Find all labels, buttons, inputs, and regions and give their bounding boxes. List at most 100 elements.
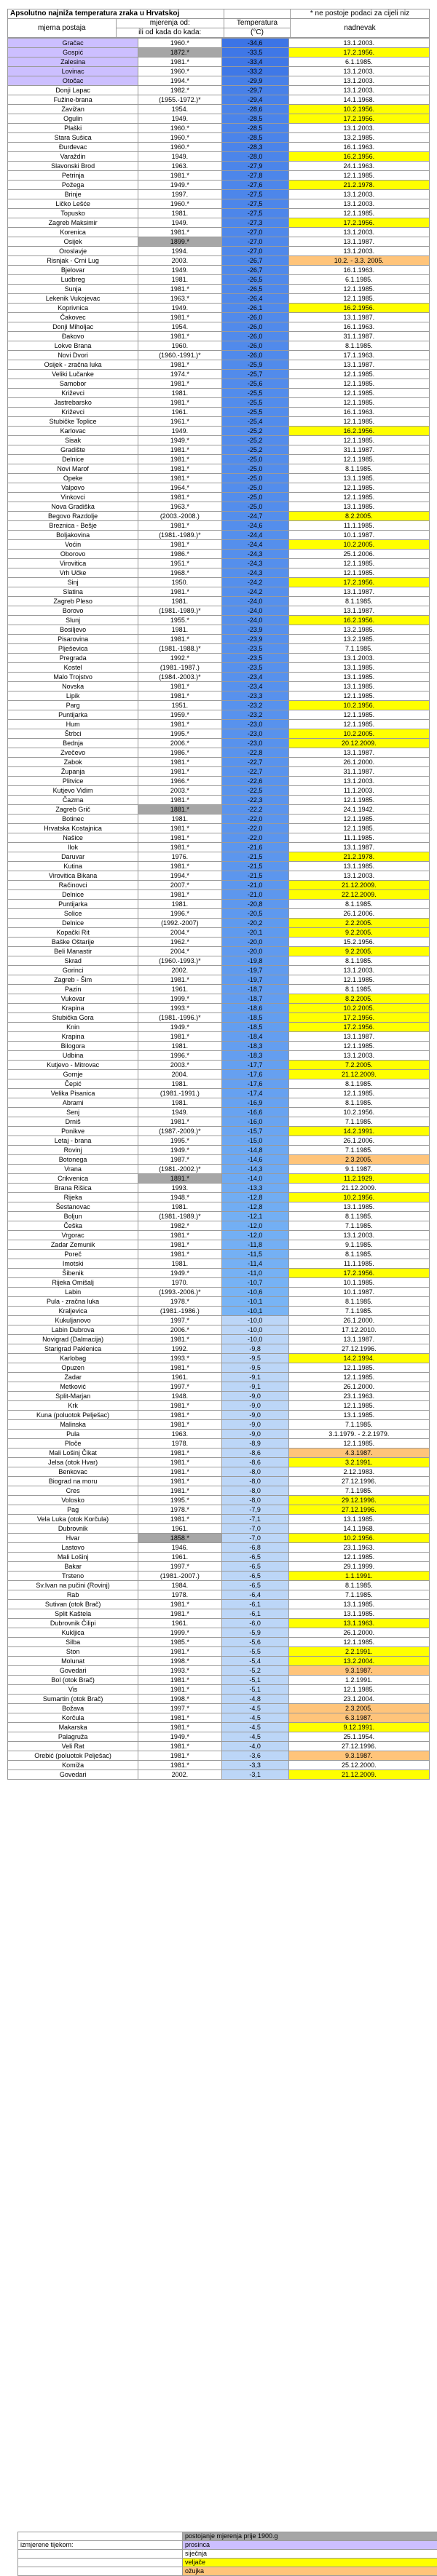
station-cell: Labin <box>7 1287 139 1297</box>
temperature-cell: -17,6 <box>221 1079 289 1089</box>
table-row: Silba 1985.* -5,6 12.1.1985. <box>7 1637 430 1647</box>
measured-since-cell: 1981.* <box>138 360 222 370</box>
date-cell: 12.1.1985. <box>288 1684 430 1695</box>
measured-since-cell: (1960.-1993.)* <box>138 956 222 966</box>
date-cell: 13.1.2003. <box>288 123 430 133</box>
station-cell: Fužine-brana <box>7 95 139 105</box>
station-cell: Vela Luka (otok Korčula) <box>7 1514 139 1524</box>
station-cell: Đurđevac <box>7 142 139 152</box>
measured-since-cell: 1949.* <box>138 1268 222 1278</box>
station-cell: Gradište <box>7 445 139 455</box>
temperature-cell: -25,7 <box>221 369 289 379</box>
table-row: Opuzen 1981.* -9,5 12.1.1985. <box>7 1363 430 1373</box>
measured-since-cell: 1960.* <box>138 66 222 76</box>
measured-since-cell: 2003. <box>138 255 222 266</box>
measured-since-cell: 1981.* <box>138 766 222 777</box>
measured-since-cell: 1949. <box>138 303 222 313</box>
temperature-cell: -7,9 <box>221 1505 289 1515</box>
col-measured-subheader: ili od kada do kada: <box>115 28 224 38</box>
date-cell: 13.2.2004. <box>288 1656 430 1666</box>
station-cell: Pisarovina <box>7 634 139 644</box>
temperature-cell: -9,0 <box>221 1410 289 1420</box>
measured-since-cell: 1981.* <box>138 445 222 455</box>
measured-since-cell: 1996.* <box>138 1050 222 1061</box>
measured-since-cell: 1981.* <box>138 1410 222 1420</box>
table-row: Božava 1997.* -4,5 2.3.2005. <box>7 1703 430 1713</box>
station-cell: Šibenik <box>7 1268 139 1278</box>
table-row: Split Kaštela 1981.* -6,1 13.1.1985. <box>7 1609 430 1619</box>
table-row: Ogulin 1949. -28,5 17.2.1956. <box>7 114 430 124</box>
date-cell: 10.2.2005. <box>288 1003 430 1013</box>
date-cell: 9.1.1985. <box>288 1240 430 1250</box>
station-cell: Slavonski Brod <box>7 161 139 171</box>
date-cell: 26.1.2000. <box>288 1315 430 1325</box>
measured-since-cell: 1999.* <box>138 994 222 1004</box>
measured-since-cell: 1981.* <box>138 1467 222 1477</box>
station-cell: Jelsa (otok Hvar) <box>7 1457 139 1467</box>
temperature-cell: -24,7 <box>221 511 289 521</box>
station-cell: Poreč <box>7 1249 139 1259</box>
date-cell: 11.1.2003. <box>288 785 430 796</box>
station-cell: Malinska <box>7 1419 139 1430</box>
table-note: * ne postoje podaci za cijeli niz <box>290 9 430 19</box>
temperature-cell: -29,9 <box>221 76 289 86</box>
station-cell: Makarska <box>7 1722 139 1732</box>
measured-since-cell: 1992. <box>138 1344 222 1354</box>
date-cell: 21.12.2009. <box>288 1183 430 1193</box>
table-row: Slunj 1955.* -24,0 16.2.1956. <box>7 615 430 625</box>
temperature-cell: -26,7 <box>221 265 289 275</box>
table-row: Slavonski Brod 1963. -27,9 24.1.1963. <box>7 161 430 171</box>
table-row: Vrana (1981.-2002.)* -14,3 9.1.1987. <box>7 1164 430 1174</box>
station-cell: Botonega <box>7 1154 139 1165</box>
table-row: Nova Gradiška 1963.* -25,0 13.1.1985. <box>7 502 430 512</box>
table-row: Zadar 1961. -9,1 12.1.1985. <box>7 1372 430 1382</box>
station-cell: Lovinac <box>7 66 139 76</box>
date-cell: 12.1.1985. <box>288 492 430 502</box>
table-row: Risnjak - Crni Lug 2003. -26,7 10.2. - 3.3.… <box>7 255 430 266</box>
measured-since-cell: 1981. <box>138 1259 222 1269</box>
measured-since-cell: (1993.-2006.)* <box>138 1287 222 1297</box>
measured-since-cell: 1963.* <box>138 502 222 512</box>
legend-spacer <box>17 2549 183 2559</box>
station-cell: Opeke <box>7 473 139 483</box>
measured-since-cell: (1981.-1987.) <box>138 662 222 673</box>
station-cell: Novi Dvori <box>7 350 139 360</box>
table-row: Zagreb - Šim 1981.* -19,7 12.1.1985. <box>7 975 430 985</box>
date-cell: 12.1.1985. <box>288 719 430 729</box>
legend-season: veljače <box>181 2558 437 2567</box>
station-cell: Molunat <box>7 1656 139 1666</box>
temperature-cell: -21,0 <box>221 889 289 900</box>
measured-since-cell: 1981.* <box>138 379 222 389</box>
date-cell: 12.1.1985. <box>288 975 430 985</box>
table-row: Zvečevo 1986.* -22,8 13.1.1987. <box>7 748 430 758</box>
date-cell: 17.2.1956. <box>288 114 430 124</box>
table-row: Križevci 1961. -25,5 16.1.1963. <box>7 407 430 417</box>
temperature-cell: -21,5 <box>221 861 289 871</box>
temperature-cell: -8,6 <box>221 1457 289 1467</box>
table-row: Oroslavje 1994. -27,0 13.1.2003. <box>7 246 430 256</box>
measured-since-cell: 1961. <box>138 1372 222 1382</box>
station-cell: Mali Lošinj Čikat <box>7 1448 139 1458</box>
measured-since-cell: 1981.* <box>138 331 222 341</box>
date-cell: 12.1.1985. <box>288 1637 430 1647</box>
temperature-cell: -6,1 <box>221 1609 289 1619</box>
measured-since-cell: 1949.* <box>138 1732 222 1742</box>
station-cell: Čazma <box>7 795 139 805</box>
date-cell: 8.1.1985. <box>288 341 430 351</box>
date-cell: 13.1.2003. <box>288 1230 430 1240</box>
legend-caption: izmjerene tijekom: <box>17 2540 183 2550</box>
table-row: Gradište 1981.* -25,2 31.1.1987. <box>7 445 430 455</box>
table-row: Gorinci 2002. -19,7 13.1.2003. <box>7 965 430 975</box>
temperature-cell: -24,2 <box>221 577 289 587</box>
date-cell: 8.2.2005. <box>288 994 430 1004</box>
table-row: Kukuljanovo 1997.* -10,0 26.1.2000. <box>7 1315 430 1325</box>
legend: postojanje mjerenja prije 1900.g izmjere… <box>17 2532 437 2576</box>
measured-since-cell: 1858.* <box>138 1533 222 1543</box>
temperature-cell: -15,7 <box>221 1126 289 1136</box>
temperature-cell: -25,0 <box>221 492 289 502</box>
date-cell: 8.1.1985. <box>288 899 430 909</box>
table-row: Bosiljevo 1981. -23,9 13.2.1985. <box>7 625 430 635</box>
date-cell: 17.2.1956. <box>288 1012 430 1023</box>
temperature-cell: -10,6 <box>221 1287 289 1297</box>
temperature-cell: -5,1 <box>221 1684 289 1695</box>
